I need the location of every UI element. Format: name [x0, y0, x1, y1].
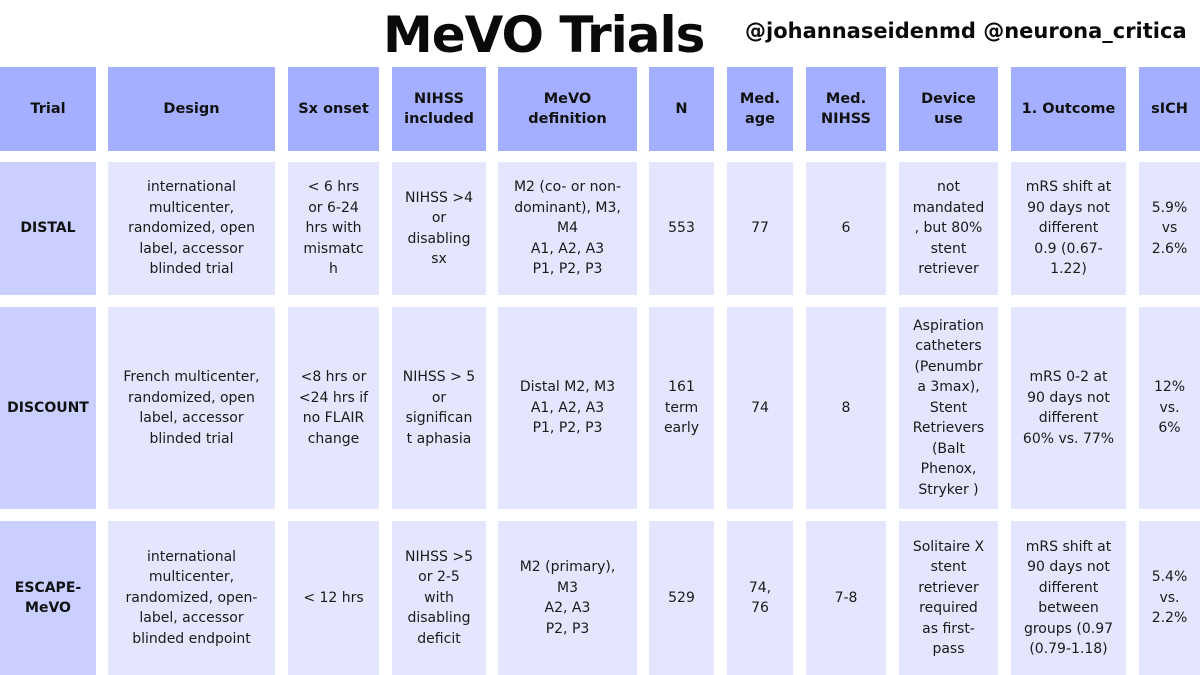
outcome-cell: mRS 0-2 at 90 days not different 60% vs.…	[1011, 307, 1126, 509]
n-cell: 161 term early	[649, 307, 714, 509]
page-title: MeVO Trials	[383, 6, 705, 64]
header-design: Design	[108, 67, 275, 151]
header-sich: sICH	[1139, 67, 1200, 151]
header-trial: Trial	[0, 67, 96, 151]
trial-name-discount: DISCOUNT	[0, 307, 96, 509]
header-nihss-included: NIHSS included	[392, 67, 486, 151]
sich-cell: 5.9% vs 2.6%	[1139, 162, 1200, 295]
nihss-cell: NIHSS > 5 or significan t aphasia	[392, 307, 486, 509]
trial-name-escape-mevo: ESCAPE- MeVO	[0, 521, 96, 675]
med-age-cell: 74, 76	[727, 521, 793, 675]
header-med-nihss: Med. NIHSS	[806, 67, 886, 151]
outcome-cell: mRS shift at 90 days not different 0.9 (…	[1011, 162, 1126, 295]
trial-name-distal: DISTAL	[0, 162, 96, 295]
mevo-definition-cell: M2 (primary), M3 A2, A3 P2, P3	[498, 521, 637, 675]
header-mevo-definition: MeVO definition	[498, 67, 637, 151]
med-age-cell: 77	[727, 162, 793, 295]
device-use-cell: not mandated , but 80% stent retriever	[899, 162, 998, 295]
design-cell: French multicenter, randomized, open lab…	[108, 307, 275, 509]
mevo-definition-cell: Distal M2, M3 A1, A2, A3 P1, P2, P3	[498, 307, 637, 509]
sich-cell: 12% vs. 6%	[1139, 307, 1200, 509]
mevo-definition-cell: M2 (co- or non- dominant), M3, M4 A1, A2…	[498, 162, 637, 295]
med-nihss-cell: 6	[806, 162, 886, 295]
author-handles: @johannaseidenmd @neurona_critica	[745, 19, 1187, 43]
sx-onset-cell: < 12 hrs	[288, 521, 379, 675]
nihss-cell: NIHSS >4 or disabling sx	[392, 162, 486, 295]
sx-onset-cell: <8 hrs or <24 hrs if no FLAIR change	[288, 307, 379, 509]
nihss-cell: NIHSS >5 or 2-5 with disabling deficit	[392, 521, 486, 675]
sich-cell: 5.4% vs. 2.2%	[1139, 521, 1200, 675]
med-age-cell: 74	[727, 307, 793, 509]
header-sx-onset: Sx onset	[288, 67, 379, 151]
med-nihss-cell: 8	[806, 307, 886, 509]
device-use-cell: Solitaire X stent retriever required as …	[899, 521, 998, 675]
n-cell: 553	[649, 162, 714, 295]
design-cell: international multicenter, randomized, o…	[108, 162, 275, 295]
outcome-cell: mRS shift at 90 days not different betwe…	[1011, 521, 1126, 675]
device-use-cell: Aspiration catheters (Penumbr a 3max), S…	[899, 307, 998, 509]
sx-onset-cell: < 6 hrs or 6-24 hrs with mismatc h	[288, 162, 379, 295]
header-med-age: Med. age	[727, 67, 793, 151]
med-nihss-cell: 7-8	[806, 521, 886, 675]
design-cell: international multicenter, randomized, o…	[108, 521, 275, 675]
header-n: N	[649, 67, 714, 151]
header-outcome: 1. Outcome	[1011, 67, 1126, 151]
n-cell: 529	[649, 521, 714, 675]
header-device-use: Device use	[899, 67, 998, 151]
